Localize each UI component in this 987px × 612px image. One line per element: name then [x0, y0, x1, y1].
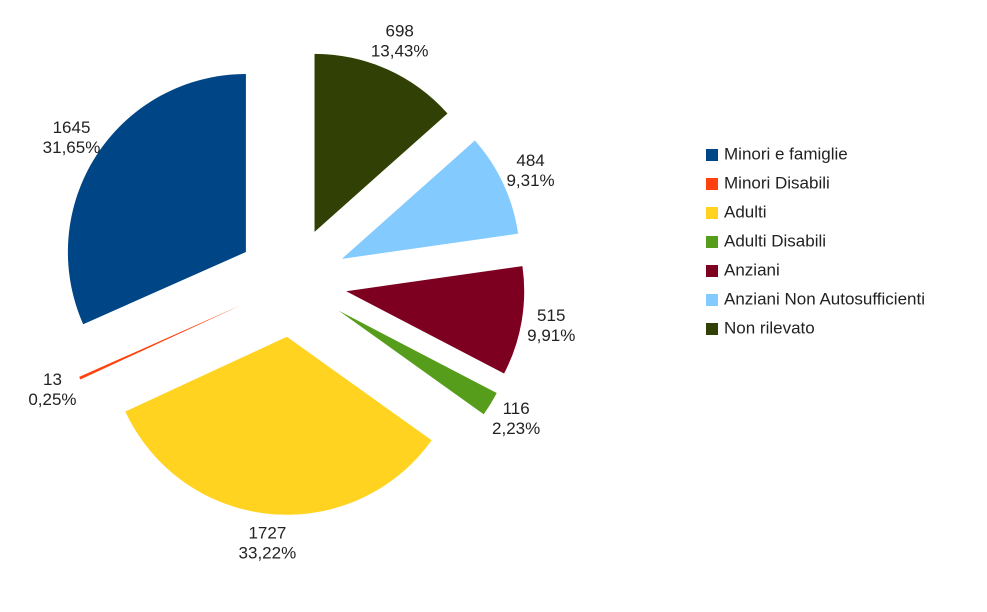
legend-label: Minori Disabili	[724, 173, 830, 192]
legend-swatch	[706, 323, 718, 335]
pie-slice	[341, 140, 519, 259]
value-label: 515	[537, 306, 565, 325]
percent-label: 0,25%	[28, 390, 76, 409]
legend-label: Anziani Non Autosufficienti	[724, 289, 925, 308]
legend-label: Anziani	[724, 260, 780, 279]
pie-slice	[79, 304, 242, 380]
value-label: 1645	[53, 118, 91, 137]
percent-label: 33,22%	[239, 543, 297, 562]
legend-label: Adulti	[724, 202, 767, 221]
pie-slice	[338, 310, 497, 415]
percent-label: 13,43%	[371, 42, 429, 61]
legend-swatch	[706, 178, 718, 190]
legend-swatch	[706, 149, 718, 161]
pie-slice	[346, 266, 525, 374]
value-label: 698	[386, 22, 414, 41]
percent-label: 2,23%	[492, 419, 540, 438]
percent-label: 31,65%	[43, 138, 101, 157]
value-label: 1727	[248, 523, 286, 542]
legend-label: Adulti Disabili	[724, 231, 826, 250]
pie-slice	[125, 336, 432, 515]
legend-label: Minori e famiglie	[724, 144, 848, 163]
pie-slice	[67, 74, 246, 325]
legend-label: Non rilevato	[724, 318, 815, 337]
value-label: 484	[516, 151, 544, 170]
pie-slice	[314, 53, 448, 232]
value-label: 13	[43, 370, 62, 389]
legend-swatch	[706, 294, 718, 306]
percent-label: 9,31%	[506, 171, 554, 190]
legend-swatch	[706, 265, 718, 277]
value-label: 116	[503, 399, 530, 418]
legend-swatch	[706, 207, 718, 219]
legend-swatch	[706, 236, 718, 248]
percent-label: 9,91%	[527, 326, 575, 345]
